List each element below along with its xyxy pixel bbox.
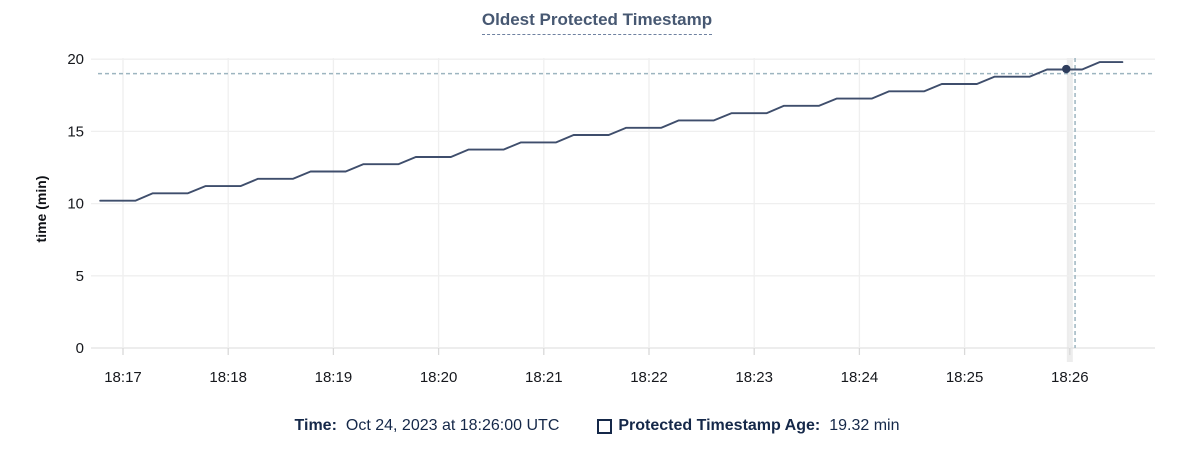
highlight-point: [1062, 64, 1071, 74]
x-tick-label: 18:20: [420, 369, 458, 386]
chart-legend: Time: Oct 24, 2023 at 18:26:00 UTC Prote…: [0, 417, 1194, 435]
x-tick-label: 18:19: [315, 369, 353, 386]
series-line: [99, 61, 1124, 202]
x-tick-label: 18:17: [104, 369, 142, 386]
y-tick-label: 20: [67, 51, 84, 68]
x-tick-label: 18:23: [735, 369, 773, 386]
legend-series-label: Protected Timestamp Age:: [618, 417, 821, 434]
x-tick-label: 18:24: [841, 369, 879, 386]
y-tick-label: 10: [67, 196, 84, 213]
legend-time-group: Time: Oct 24, 2023 at 18:26:00 UTC: [295, 417, 560, 435]
legend-time-value: Oct 24, 2023 at 18:26:00 UTC: [345, 417, 560, 434]
x-tick-label: 18:25: [946, 369, 984, 386]
y-tick-label: 5: [76, 268, 84, 285]
x-tick-label: 18:26: [1051, 369, 1089, 386]
chart-title-row: Oldest Protected Timestamp: [0, 10, 1194, 35]
chart-title[interactable]: Oldest Protected Timestamp: [481, 10, 713, 35]
legend-series-swatch[interactable]: [597, 418, 613, 434]
y-tick-label: 0: [76, 340, 84, 357]
chart-plot-area[interactable]: 18:17 18:18 18:19 18:20 18:21 18:22 18:23 18:24…: [0, 0, 1194, 400]
x-tick-label: 18:18: [209, 369, 247, 386]
y-tick-label: 15: [67, 123, 84, 140]
x-tick-label: 18:21: [525, 369, 563, 386]
legend-time-label: Time:: [294, 417, 337, 434]
x-tick-label: 18:22: [630, 369, 668, 386]
legend-series-group: Protected Timestamp Age: 19.32 min: [597, 417, 899, 435]
legend-series-value: 19.32 min: [829, 417, 900, 434]
